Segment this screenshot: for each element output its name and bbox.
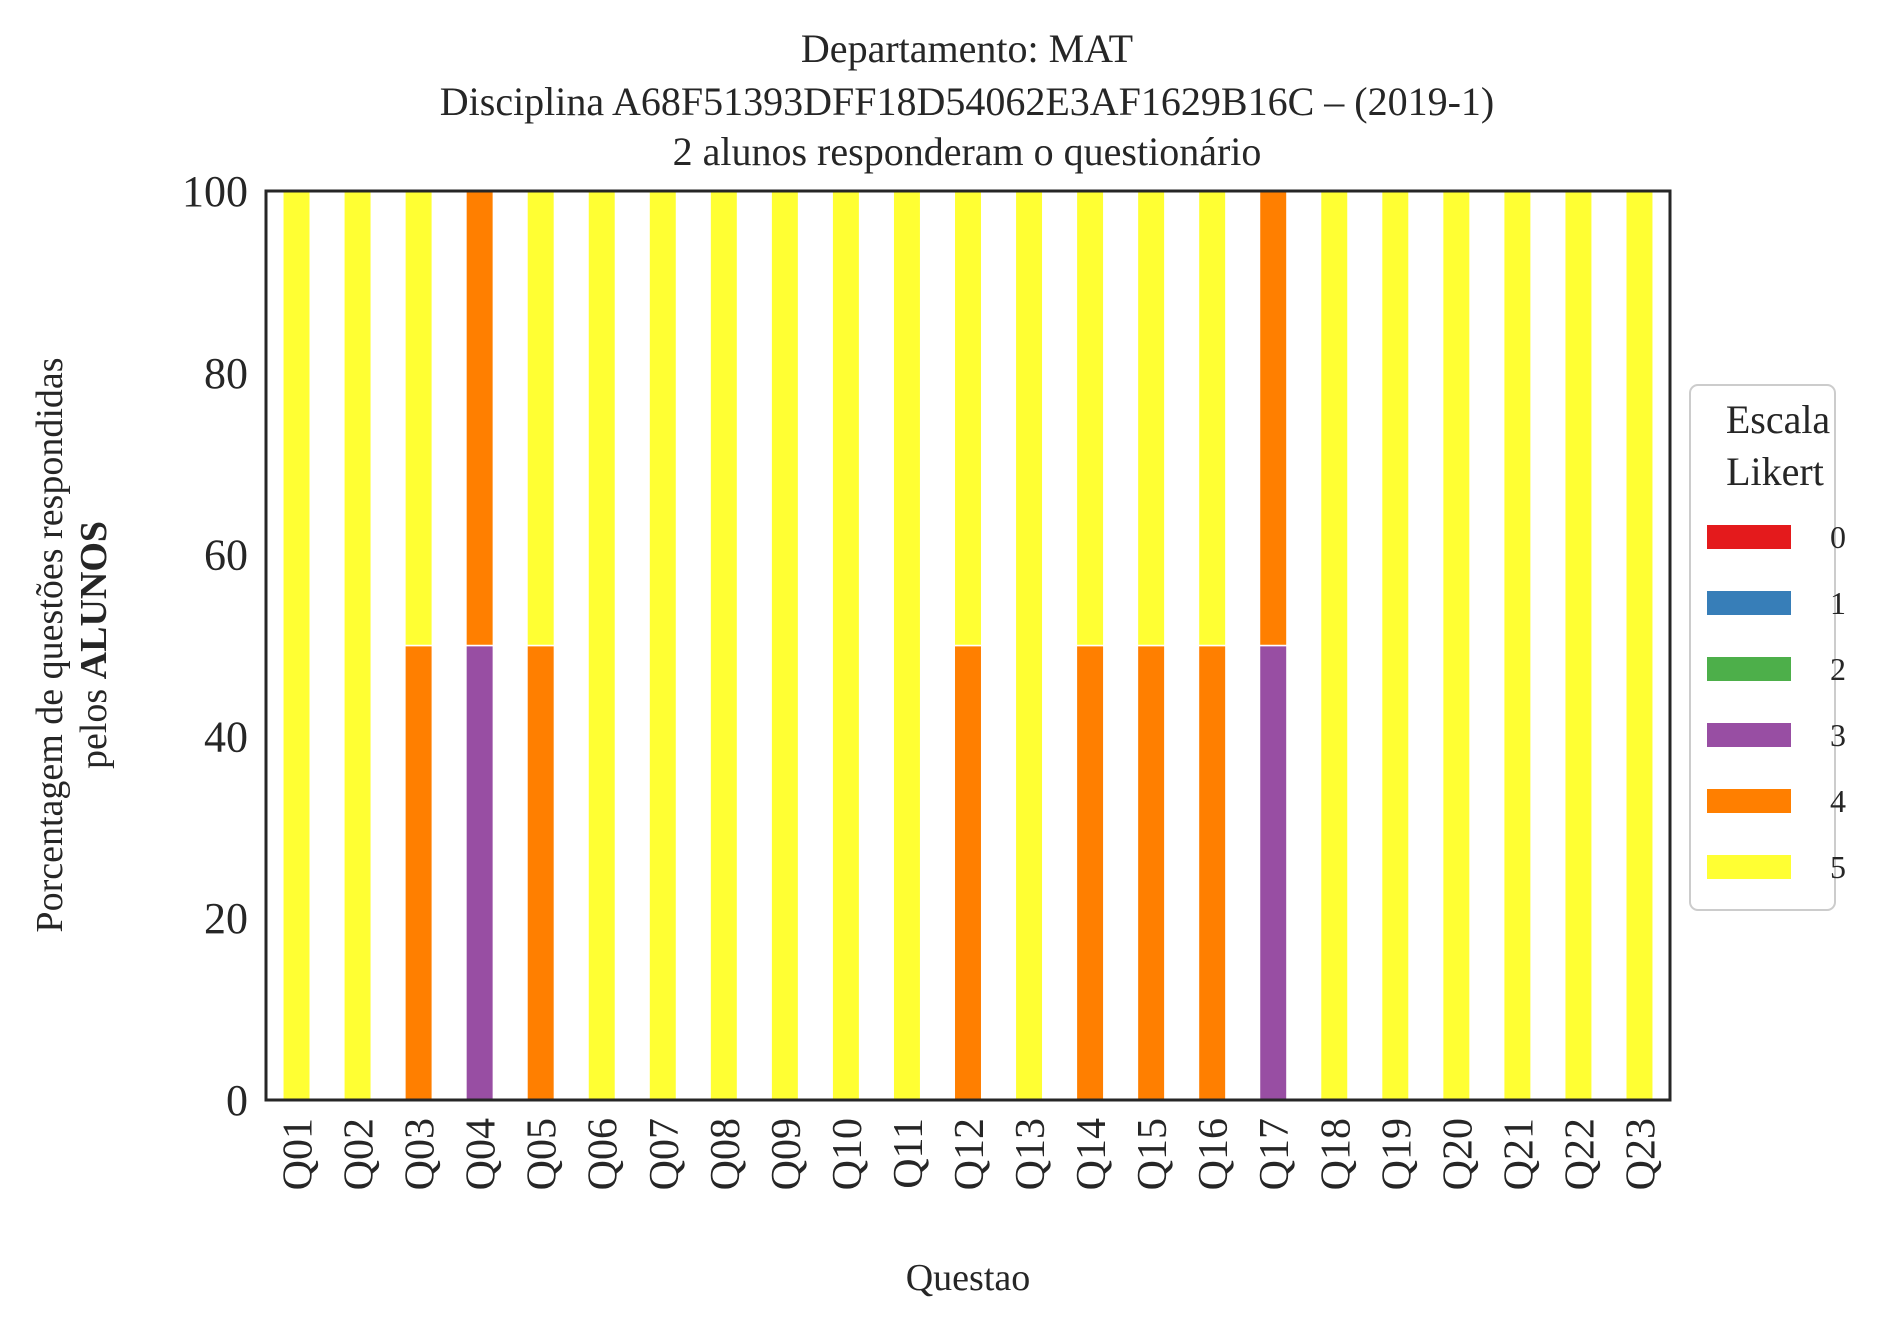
x-tick-label: Q12	[947, 1118, 993, 1190]
x-tick-label: Q08	[703, 1118, 749, 1190]
x-tick-label: Q01	[276, 1118, 322, 1190]
bar-q03-level-5	[404, 190, 434, 647]
bar-q23-level-5	[1624, 190, 1654, 1101]
legend-items: 0 1 2 3 4 5	[1707, 519, 1846, 885]
bar-q15-level-4	[1136, 644, 1166, 1101]
y-axis-label-bold: ALUNOS	[73, 521, 115, 679]
y-tick-label: 40	[204, 712, 248, 761]
bar-q05-level-5	[526, 190, 556, 647]
y-axis-label-line-1: Porcentagem de questões respondidas	[29, 357, 71, 932]
x-tick-label: Q17	[1252, 1118, 1298, 1190]
bar-q08-level-5	[709, 190, 739, 1101]
bar-q03-level-4	[404, 644, 434, 1101]
x-tick-label: Q15	[1130, 1118, 1176, 1190]
bar-q05-level-4	[526, 644, 556, 1101]
legend-swatch-4	[1707, 789, 1791, 813]
bar-q04-level-4	[465, 190, 495, 647]
plot-frame	[264, 189, 1672, 1102]
y-tick-label: 100	[182, 167, 248, 216]
bar-q12-level-4	[953, 644, 983, 1101]
legend-swatch-3	[1707, 723, 1791, 747]
bar-q16-level-4	[1197, 644, 1227, 1101]
y-axis-label-prefix: pelos	[73, 679, 115, 769]
legend-title-line-2: Likert	[1726, 449, 1824, 494]
title-line-2: Disciplina A68F51393DFF18D54062E3AF1629B…	[440, 79, 1495, 124]
y-axis-ticks: 0 20 40 60 80 100	[182, 167, 248, 1125]
title-line-1: Departamento: MAT	[801, 26, 1133, 71]
y-axis-label: Porcentagem de questões respondidas pelo…	[29, 357, 115, 932]
legend-label-4: 4	[1830, 783, 1846, 819]
legend-swatch-2	[1707, 657, 1791, 681]
legend-label-2: 2	[1830, 651, 1846, 687]
legend-title-line-1: Escala	[1726, 397, 1831, 442]
x-tick-label: Q23	[1618, 1118, 1664, 1190]
x-tick-label: Q04	[459, 1118, 505, 1190]
bar-q17-level-3	[1258, 644, 1288, 1101]
y-tick-label: 80	[204, 349, 248, 398]
x-axis-label: Questao	[906, 1257, 1031, 1299]
bar-q09-level-5	[770, 190, 800, 1101]
x-tick-label: Q11	[886, 1118, 932, 1189]
x-tick-label: Q09	[764, 1118, 810, 1190]
bar-q02-level-5	[343, 190, 373, 1101]
x-tick-label: Q05	[520, 1118, 566, 1190]
x-tick-label: Q13	[1008, 1118, 1054, 1190]
bars	[282, 190, 1654, 1101]
y-axis-label-line-2: pelos ALUNOS	[73, 521, 115, 769]
y-tick-label: 60	[204, 531, 248, 580]
bar-q01-level-5	[282, 190, 312, 1101]
x-tick-label: Q10	[825, 1118, 871, 1190]
legend-swatch-1	[1707, 591, 1791, 615]
bar-q07-level-5	[648, 190, 678, 1101]
bar-q04-level-3	[465, 644, 495, 1101]
legend-frame	[1689, 384, 1836, 911]
legend-label-1: 1	[1830, 585, 1846, 621]
bar-q13-level-5	[1014, 190, 1044, 1101]
bar-q22-level-5	[1563, 190, 1593, 1101]
bar-q16-level-5	[1197, 190, 1227, 647]
bar-q19-level-5	[1380, 190, 1410, 1101]
x-tick-label: Q19	[1374, 1118, 1420, 1190]
x-tick-label: Q22	[1557, 1118, 1603, 1190]
x-tick-label: Q16	[1191, 1118, 1237, 1190]
x-axis-ticks: Q01 Q02 Q03 Q04 Q05 Q06 Q07 Q08 Q09 Q10 Q11 Q12 Q13 Q…	[276, 1118, 1665, 1190]
y-tick-label: 0	[226, 1076, 248, 1125]
legend-swatch-0	[1707, 525, 1791, 549]
bar-q11-level-5	[892, 190, 922, 1101]
bar-q18-level-5	[1319, 190, 1349, 1101]
bar-q14-level-4	[1075, 644, 1105, 1101]
legend: Escala Likert 0 1 2 3 4 5	[1689, 384, 1846, 911]
x-tick-label: Q20	[1435, 1118, 1481, 1190]
legend-label-3: 3	[1830, 717, 1846, 753]
x-tick-label: Q21	[1496, 1118, 1542, 1190]
bar-q10-level-5	[831, 190, 861, 1101]
bar-q12-level-5	[953, 190, 983, 647]
x-tick-label: Q14	[1069, 1118, 1115, 1190]
chart-title: Departamento: MAT Disciplina A68F51393DF…	[440, 26, 1495, 174]
x-tick-label: Q07	[642, 1118, 688, 1190]
x-tick-label: Q02	[337, 1118, 383, 1190]
bar-q17-level-4	[1258, 190, 1288, 647]
legend-label-5: 5	[1830, 849, 1846, 885]
legend-label-0: 0	[1830, 519, 1846, 555]
title-line-3: 2 alunos responderam o questionário	[673, 129, 1262, 174]
legend-swatch-5	[1707, 855, 1791, 879]
x-tick-label: Q18	[1313, 1118, 1359, 1190]
x-tick-label: Q06	[581, 1118, 627, 1190]
bar-q15-level-5	[1136, 190, 1166, 647]
bar-q20-level-5	[1441, 190, 1471, 1101]
x-tick-label: Q03	[398, 1118, 444, 1190]
bar-q06-level-5	[587, 190, 617, 1101]
y-tick-label: 20	[204, 894, 248, 943]
bar-q21-level-5	[1502, 190, 1532, 1101]
bar-q14-level-5	[1075, 190, 1105, 647]
